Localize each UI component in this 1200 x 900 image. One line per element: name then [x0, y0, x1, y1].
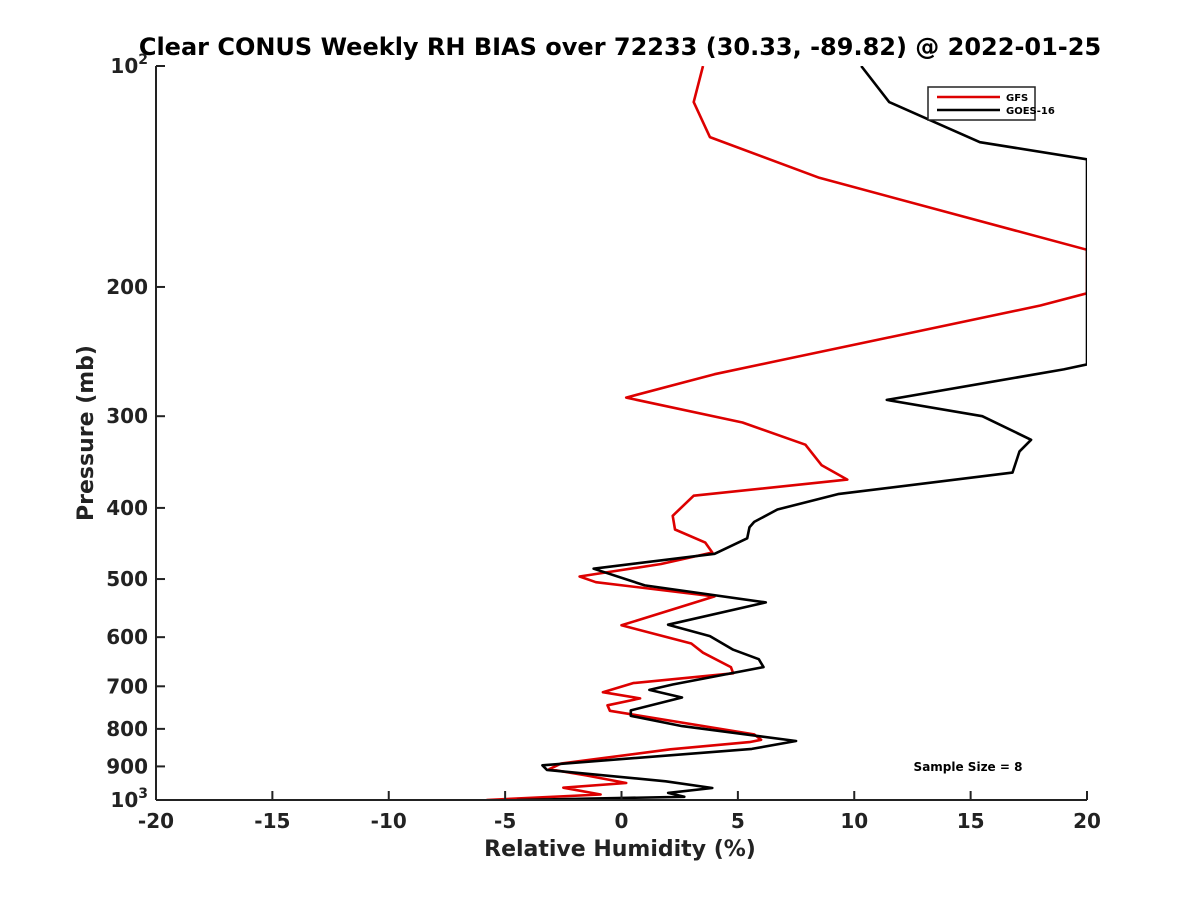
y-tick-label-base: 300 [106, 404, 148, 428]
y-tick-label-base: 200 [106, 275, 148, 299]
y-tick-label-base: 10 [110, 54, 138, 78]
axes [155, 66, 1087, 801]
y-tick-label: 700 [106, 674, 148, 698]
y-tick-label-exponent: 2 [138, 52, 148, 68]
x-tick-label: -15 [254, 809, 290, 833]
x-tick-label: 20 [1073, 809, 1101, 833]
legend-label: GFS [1006, 93, 1028, 104]
y-tick-label-base: 800 [106, 717, 148, 741]
series-layer [486, 66, 1087, 800]
y-tick-label-exponent: 3 [138, 786, 148, 802]
x-tick-label: 15 [957, 809, 985, 833]
y-axis-label: Pressure (mb) [74, 345, 99, 521]
legend-box [927, 86, 1036, 121]
y-tick-label-base: 10 [110, 788, 138, 812]
y-tick-label-base: 600 [106, 625, 148, 649]
series-line-goes-16 [516, 66, 1087, 800]
x-tick-label: -20 [138, 809, 174, 833]
chart-title: Clear CONUS Weekly RH BIAS over 72233 (3… [139, 33, 1101, 61]
y-tick-label: 200 [106, 275, 148, 299]
series-line-gfs [486, 66, 1087, 800]
y-tick-label: 103 [110, 786, 148, 812]
y-tick-label: 600 [106, 625, 148, 649]
y-tick-label-base: 700 [106, 674, 148, 698]
x-axis-label: Relative Humidity (%) [484, 837, 756, 862]
legend: GFS GOES-16 [927, 86, 1055, 121]
y-tick-label: 500 [106, 567, 148, 591]
legend-label: GOES-16 [1006, 106, 1055, 117]
x-tick-label: 10 [840, 809, 868, 833]
y-tick-label: 800 [106, 717, 148, 741]
y-tick-label-base: 500 [106, 567, 148, 591]
y-tick-label-base: 900 [106, 754, 148, 778]
x-tick-label: -10 [371, 809, 407, 833]
sample-size-annotation: Sample Size = 8 [914, 760, 1023, 774]
y-tick-label: 900 [106, 754, 148, 778]
y-tick-label: 300 [106, 404, 148, 428]
x-tick-label: 5 [731, 809, 745, 833]
y-tick-label: 400 [106, 496, 148, 520]
y-tick-label: 102 [110, 52, 148, 78]
x-tick-label: -5 [494, 809, 516, 833]
x-ticks: -20 -15 -10 -5 0 5 10 15 20 [138, 791, 1101, 833]
y-tick-label-base: 400 [106, 496, 148, 520]
x-tick-label: 0 [615, 809, 629, 833]
